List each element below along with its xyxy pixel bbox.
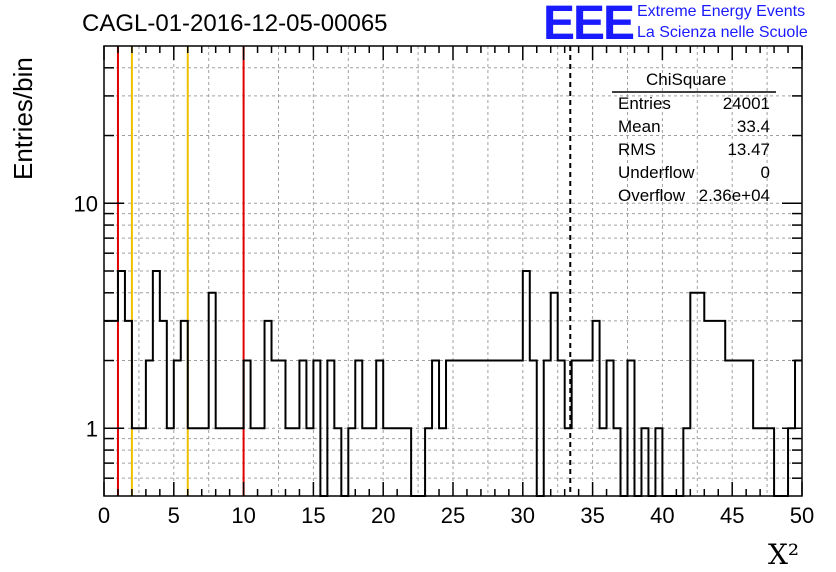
x-tick-label: 35 bbox=[580, 503, 604, 528]
x-tick-label: 15 bbox=[301, 503, 325, 528]
logo-line-2: La Scienza nelle Scuole bbox=[637, 24, 808, 41]
x-axis-label: X² bbox=[768, 538, 800, 571]
stats-label-rms: RMS bbox=[618, 140, 656, 159]
axis-ticks bbox=[103, 46, 803, 496]
eee-logo: EEE bbox=[543, 0, 635, 50]
x-tick-label: 5 bbox=[168, 503, 180, 528]
x-tick-label: 10 bbox=[231, 503, 255, 528]
x-tick-label: 25 bbox=[441, 503, 465, 528]
chart-title: CAGL-01-2016-12-05-00065 bbox=[82, 10, 388, 37]
stats-value-underflow: 0 bbox=[760, 163, 770, 182]
stats-value-rms: 13.47 bbox=[727, 140, 770, 159]
x-tick-label: 45 bbox=[720, 503, 744, 528]
stats-label-underflow: Underflow bbox=[618, 163, 695, 182]
stats-label-mean: Mean bbox=[618, 117, 661, 136]
x-tick-label: 20 bbox=[371, 503, 395, 528]
x-tick-label: 30 bbox=[511, 503, 535, 528]
logo-line-1: Extreme Energy Events bbox=[637, 3, 806, 20]
stats-value-overflow: 2.36e+04 bbox=[698, 186, 770, 205]
stats-label-overflow: Overflow bbox=[618, 186, 686, 205]
x-tick-label: 0 bbox=[98, 503, 110, 528]
stats-value-entries: 24001 bbox=[722, 94, 770, 113]
y-tick-label: 10 bbox=[74, 191, 98, 216]
stats-value-mean: 33.4 bbox=[736, 117, 770, 136]
y-axis-label: Entries/bin bbox=[8, 57, 38, 180]
y-tick-label: 1 bbox=[86, 416, 98, 441]
stats-label-entries: Entries bbox=[618, 94, 671, 113]
stats-title: ChiSquare bbox=[646, 70, 727, 89]
x-tick-label: 40 bbox=[650, 503, 674, 528]
x-tick-label: 50 bbox=[790, 503, 814, 528]
tick-labels: 0 5 10 15 20 25 30 35 40 45 50 1 10 bbox=[74, 191, 815, 528]
